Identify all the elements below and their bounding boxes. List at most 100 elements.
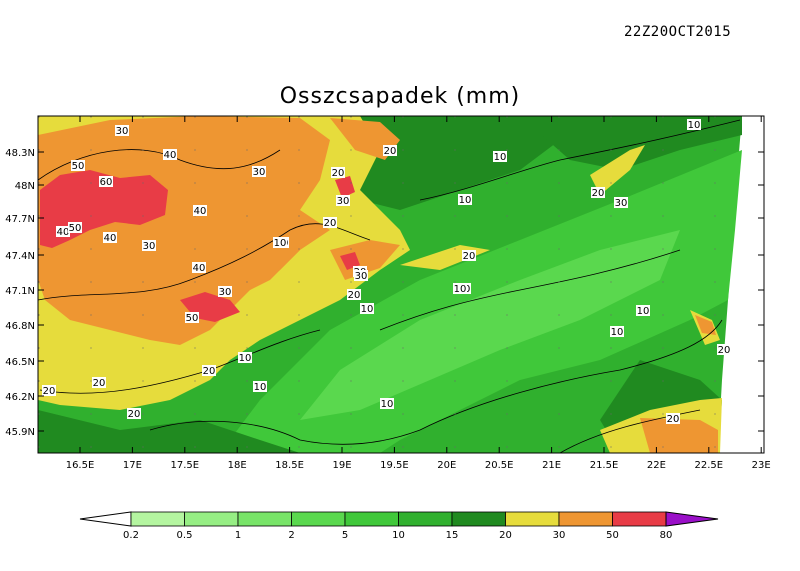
lat-tick-label: 45.9N (5, 427, 35, 438)
contour-label: 10 (494, 152, 507, 163)
contour-label: 40 (193, 263, 206, 274)
contour-label: 10 (459, 195, 472, 206)
contour-label: 20 (93, 378, 106, 389)
contour-label-bg (493, 151, 507, 162)
lon-tick-label: 21E (542, 460, 561, 471)
colorbar-swatch (612, 511, 667, 527)
contour-label-bg (115, 125, 129, 136)
contour-label-bg (218, 286, 232, 297)
colorbar-under-arrow (79, 511, 132, 527)
contour-label: 60 (100, 177, 113, 188)
contour-label-bg (252, 166, 266, 177)
contour-label-bg (717, 344, 731, 355)
contour-label-bg (92, 377, 106, 388)
contour-label-bg (323, 217, 337, 228)
colorbar-swatch (451, 511, 506, 527)
lon-tick-label: 22.5E (695, 460, 724, 471)
lon-tick-label: 18E (228, 460, 247, 471)
contour-labels: 3040506040504030403050304030203020201010… (42, 119, 731, 425)
contour-label: 30 (355, 271, 368, 282)
contour-label: 20 (203, 366, 216, 377)
contour-label-bg (610, 326, 624, 337)
contour-label-bg (453, 283, 467, 294)
contour-label: 10 (361, 304, 374, 315)
contour-label-bg (591, 187, 605, 198)
colorbar-label: 5 (342, 530, 348, 541)
contour-label: 10 (381, 399, 394, 410)
contour-label-bg (458, 194, 472, 205)
contour-label: 40 (104, 233, 117, 244)
colorbar-swatch (291, 511, 346, 527)
colorbar-swatch (505, 511, 560, 527)
contour-label: 40 (164, 150, 177, 161)
longitude-axis: 16.5E 17E 17.5E 18E 18.5E 19E 19.5E 20E 20.5E 21E… (66, 116, 771, 471)
contour-label-bg (383, 145, 397, 156)
contour-label-bg (142, 240, 156, 251)
lat-tick-label: 47.4N (5, 251, 35, 262)
contour-label-bg (99, 176, 113, 187)
contour-label-bg (360, 303, 374, 314)
timestamp: 22Z20OCT2015 (624, 24, 732, 40)
lat-tick-label: 46.2N (5, 392, 35, 403)
contour-label-bg (687, 119, 701, 130)
contour-label-bg (336, 195, 350, 206)
lon-tick-label: 21.5E (590, 460, 619, 471)
contour-label: 20 (128, 409, 141, 420)
lon-tick-label: 22E (647, 460, 666, 471)
contour-label-bg (253, 381, 267, 392)
contour-label-bg (380, 398, 394, 409)
lon-tick-label: 19E (332, 460, 351, 471)
contour-label: 20 (667, 414, 680, 425)
contour-label: 50 (72, 161, 85, 172)
colorbar-label: 10 (392, 530, 405, 541)
contour-label: 10 (611, 327, 624, 338)
contour-label-bg (666, 413, 680, 424)
colorbar: 0.2 0.5 1 2 5 10 15 20 30 50 80 (79, 511, 719, 541)
contour-label-bg (103, 232, 117, 243)
lon-tick-label: 17.5E (171, 460, 200, 471)
latitude-axis: 48.3N 48N 47.7N 47.4N 47.1N 46.8N 46.5N 46.2N 45… (5, 148, 764, 438)
lat-tick-label: 48.3N (5, 148, 35, 159)
lat-tick-label: 48N (15, 181, 35, 192)
contour-label: 20 (348, 290, 361, 301)
contour-label-bg (636, 305, 650, 316)
colorbar-over-arrow (665, 511, 719, 527)
lat-tick-label: 46.8N (5, 321, 35, 332)
contour-label-bg (192, 262, 206, 273)
contour-label: 50 (69, 223, 82, 234)
contour-label: 10 (454, 284, 467, 295)
lat-tick-label: 46.5N (5, 357, 35, 368)
contour-label-bg (163, 149, 177, 160)
colorbar-label: 1 (235, 530, 241, 541)
contour-label-bg (273, 237, 287, 248)
lon-tick-label: 18.5E (275, 460, 304, 471)
lat-tick-label: 47.7N (5, 214, 35, 225)
contour-label: 30 (337, 196, 350, 207)
colorbar-swatch (398, 511, 453, 527)
contour-label-bg (347, 289, 361, 300)
contour-label-bg (202, 365, 216, 376)
contour-label: 20 (332, 168, 345, 179)
contour-label: 30 (615, 198, 628, 209)
lon-tick-label: 19.5E (380, 460, 409, 471)
colorbar-swatch (237, 511, 292, 527)
contour-label: 40 (194, 206, 207, 217)
colorbar-label: 20 (499, 530, 512, 541)
contour-label: 10 (688, 120, 701, 131)
contour-label: 10 (637, 306, 650, 317)
contour-label: 50 (186, 313, 199, 324)
contour-label-bg (185, 312, 199, 323)
contour-label: 10 (239, 353, 252, 364)
map-frame (37, 115, 765, 454)
contour-label-bg (331, 167, 345, 178)
colorbar-swatch (184, 511, 239, 527)
contour-label: 20 (43, 386, 56, 397)
colorbar-label: 2 (288, 530, 294, 541)
lon-tick-label: 23E (752, 460, 771, 471)
contour-label-bg (354, 270, 368, 281)
lat-lon-grid (38, 116, 764, 453)
colorbar-label: 80 (660, 530, 673, 541)
contour-label: 30 (143, 241, 156, 252)
contour-label: 30 (116, 126, 129, 137)
